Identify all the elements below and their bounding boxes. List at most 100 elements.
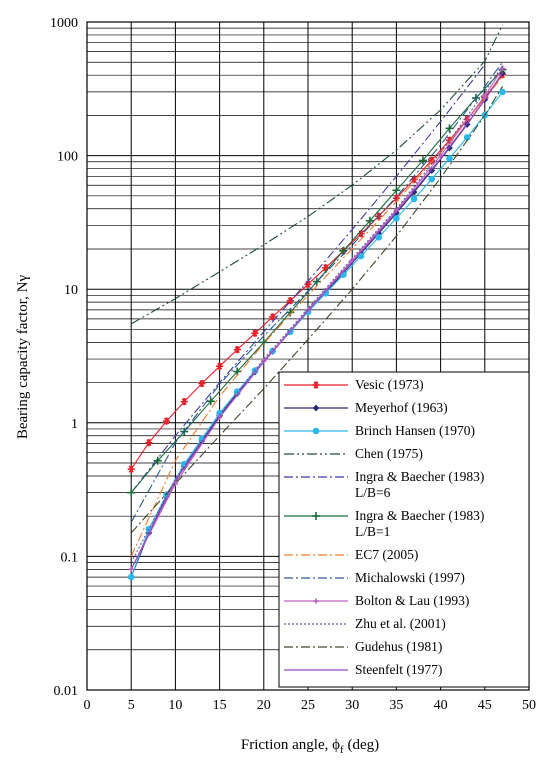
data-point <box>392 186 401 195</box>
legend-label: Ingra & Baecher (1983) <box>355 508 484 523</box>
series-line <box>130 65 503 563</box>
legend: Vesic (1973) Meyerhof (1963) Brinch Hansen… <box>278 371 530 688</box>
data-point <box>482 93 488 99</box>
legend-box <box>278 371 530 688</box>
legend-marker <box>312 427 320 435</box>
legend-item-9: Bolton & Lau (1993) <box>284 593 469 608</box>
series-line <box>130 24 503 325</box>
data-point <box>127 573 135 581</box>
data-point <box>269 313 277 321</box>
data-point <box>445 124 454 133</box>
y-axis-title: Bearing capacity factor, Nγ <box>15 274 31 439</box>
y-tick-label: 1000 <box>50 16 78 31</box>
y-tick-label: 10 <box>64 283 78 298</box>
data-point <box>393 215 400 222</box>
y-tick-label: 100 <box>57 150 78 165</box>
data-point <box>128 566 134 572</box>
legend-label: Brinch Hansen (1970) <box>355 423 475 438</box>
data-point <box>251 329 259 337</box>
data-point <box>428 175 436 183</box>
legend-label: Meyerhof (1963) <box>355 400 448 415</box>
x-axis-title: Friction angle, ϕf (deg) <box>241 737 379 756</box>
data-point <box>446 144 453 152</box>
series-line <box>130 72 503 570</box>
legend-item-6: Ingra & Baecher (1983)L/B=1 <box>284 508 484 539</box>
data-point <box>446 155 453 162</box>
data-point <box>365 216 374 225</box>
data-point <box>312 277 321 286</box>
legend-item-4: Chen (1975) <box>284 446 423 461</box>
data-point <box>206 397 215 406</box>
series-line <box>130 61 503 523</box>
data-point <box>127 488 136 497</box>
legend-marker <box>313 598 319 604</box>
data-point <box>153 456 162 465</box>
legend-item-7: EC7 (2005) <box>284 547 418 562</box>
series-12 <box>130 72 503 570</box>
data-point <box>145 439 153 447</box>
y-tick-label: 1 <box>71 417 78 432</box>
series-line <box>130 64 486 494</box>
legend-item-2: Meyerhof (1963) <box>284 400 448 415</box>
x-tick-label: 20 <box>257 698 271 713</box>
series-4 <box>130 24 503 325</box>
x-tick-label: 5 <box>128 698 135 713</box>
legend-item-8: Michalowski (1997) <box>284 570 465 585</box>
legend-label: Michalowski (1997) <box>355 570 465 585</box>
x-tick-label: 50 <box>522 698 536 713</box>
legend-item-3: Brinch Hansen (1970) <box>284 423 475 438</box>
x-tick-label: 0 <box>84 698 91 713</box>
data-point <box>127 465 135 473</box>
y-tick-label: 0.01 <box>54 684 79 699</box>
x-tick-label: 30 <box>345 698 359 713</box>
series-line <box>130 91 503 578</box>
legend-label: Gudehus (1981) <box>355 639 442 654</box>
legend-label: L/B=6 <box>355 485 391 500</box>
data-point <box>259 338 268 347</box>
series-11 <box>130 86 503 534</box>
plot-frame <box>86 21 530 691</box>
legend-marker <box>312 381 320 389</box>
legend-label: L/B=1 <box>355 524 390 539</box>
data-point <box>233 367 242 376</box>
series-9 <box>128 65 506 572</box>
data-point <box>428 167 436 174</box>
x-tick-label: 25 <box>301 698 315 713</box>
data-point <box>410 195 418 203</box>
x-tick-label: 10 <box>168 698 182 713</box>
legend-label: EC7 (2005) <box>355 547 418 562</box>
data-point <box>180 398 188 406</box>
series-5 <box>130 64 486 494</box>
data-point <box>233 346 241 354</box>
data-point <box>463 134 471 141</box>
y-tick-label: 0.1 <box>61 550 79 565</box>
x-tick-labels: 0 5 10 15 20 25 30 35 40 45 50 <box>84 698 537 713</box>
legend-label: Vesic (1973) <box>355 377 424 392</box>
legend-label: Bolton & Lau (1993) <box>355 593 469 608</box>
legend-label: Chen (1975) <box>355 446 423 461</box>
series-line <box>130 86 503 534</box>
data-point <box>286 297 294 305</box>
legend-item-10: Zhu et al. (2001) <box>284 616 446 631</box>
x-tick-label: 40 <box>434 698 448 713</box>
legend-label: Ingra & Baecher (1983) <box>355 469 484 484</box>
x-tick-label: 45 <box>478 698 492 713</box>
legend-item-11: Gudehus (1981) <box>284 639 442 654</box>
x-tick-label: 15 <box>213 698 227 713</box>
data-point <box>198 379 206 388</box>
data-point <box>375 234 383 241</box>
legend-label: Zhu et al. (2001) <box>355 616 446 631</box>
legend-marker <box>312 404 320 412</box>
series-10 <box>130 65 503 563</box>
data-point <box>418 156 427 165</box>
legend-marker <box>312 512 320 520</box>
x-tick-label: 35 <box>389 698 403 713</box>
legend-item-12: Steenfelt (1977) <box>284 662 442 677</box>
data-point <box>216 362 224 370</box>
legend-label: Steenfelt (1977) <box>355 662 442 677</box>
series-line <box>130 68 503 570</box>
y-tick-labels: 0.01 0.1 1 10 100 1000 <box>50 16 78 699</box>
data-point <box>499 88 506 96</box>
data-point <box>162 417 171 425</box>
